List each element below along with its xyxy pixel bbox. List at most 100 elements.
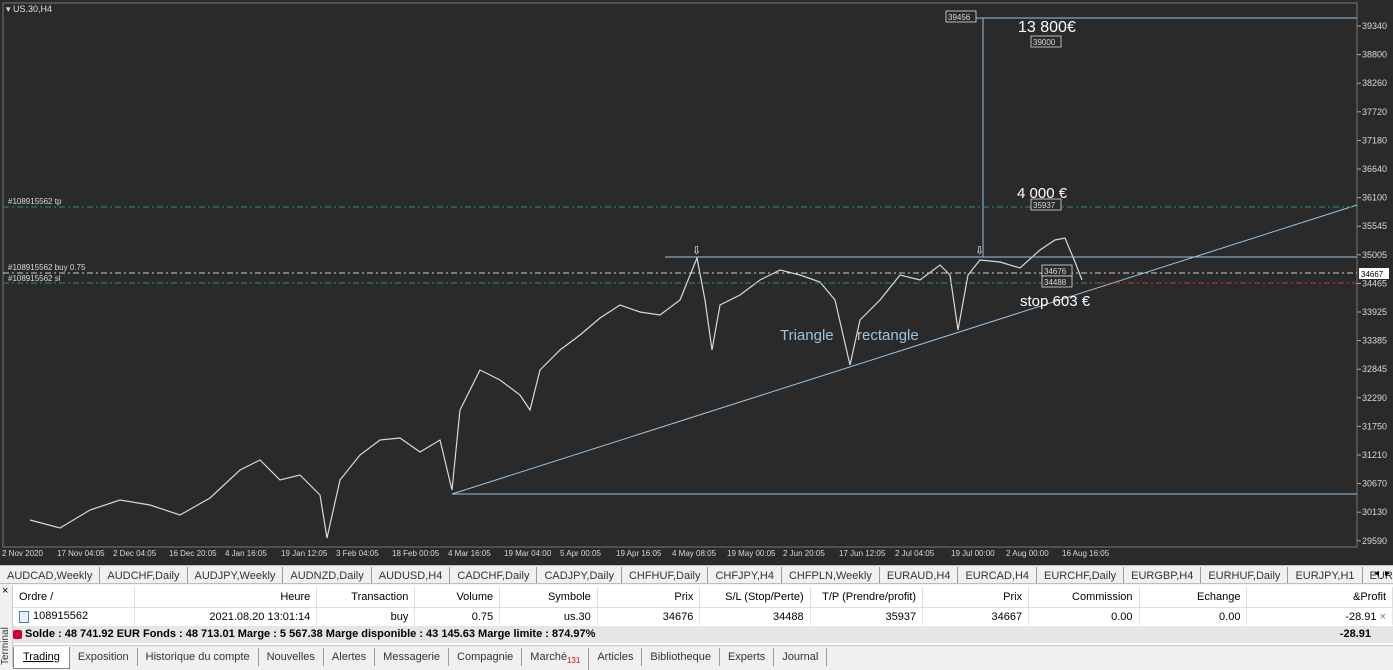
cell-echange: 0.00 [1139, 607, 1248, 625]
terminal-tab[interactable]: Historique du compte [138, 648, 259, 666]
target-price-label: 39000 [1033, 38, 1056, 47]
terminal-tab[interactable]: Articles [589, 648, 643, 666]
price-tick-label: 34465 [1362, 278, 1387, 288]
terminal-tab[interactable]: Bibliotheque [642, 648, 720, 666]
terminal-tab[interactable]: Experts [720, 648, 775, 666]
balance-icon [13, 629, 22, 639]
price-tick-label: 35005 [1362, 250, 1387, 260]
scroll-left-icon[interactable]: ◂ [1373, 568, 1379, 579]
symbol-tab[interactable]: CHFPLN,Weekly [782, 567, 880, 583]
price-tick-label: 32845 [1362, 364, 1387, 374]
price-tick-label: 31750 [1362, 421, 1387, 431]
column-header[interactable]: &Profit [1246, 587, 1393, 608]
table-header-row: Ordre / Heure Transaction Volume Symbole Prix… [13, 587, 1393, 608]
price-tick-label: 38800 [1362, 50, 1387, 60]
price-tick-label: 35545 [1362, 221, 1387, 231]
close-icon[interactable]: × [2, 585, 9, 597]
cell-heure: 2021.08.20 13:01:14 [134, 607, 318, 625]
symbol-tab[interactable]: CADJPY,Daily [537, 567, 622, 583]
price-tick-label: 37180 [1362, 135, 1387, 145]
price-tick-label: 33925 [1362, 307, 1387, 317]
column-header[interactable]: Prix [597, 587, 701, 608]
cell-profit: -28.91 × [1246, 607, 1393, 625]
terminal-tab[interactable]: Exposition [70, 648, 138, 666]
time-tick-label: 19 Mar 04:00 [504, 549, 552, 558]
symbol-tab[interactable]: EURNO [1363, 567, 1393, 583]
terminal-tabs: Trading Exposition Historique du compte Nou… [13, 645, 1393, 670]
price-tick-label: 38260 [1362, 78, 1387, 88]
terminal-tab[interactable]: Journal [774, 648, 828, 666]
terminal-tab[interactable]: Trading [13, 647, 70, 669]
chart-canvas: 39340 38800 38260 37720 37180 36640 36100 35545… [2, 2, 1389, 558]
symbol-tab[interactable]: CADCHF,Daily [450, 567, 538, 583]
close-order-icon[interactable]: × [1379, 610, 1386, 623]
symbol-tab[interactable]: EURAUD,H4 [880, 567, 959, 583]
symbol-tabs-list: AUDCAD,Weekly AUDCHF,Daily AUDJPY,Weekly AU… [0, 567, 1393, 583]
symbol-tab[interactable]: AUDJPY,Weekly [188, 567, 284, 583]
price-tick-label: 30670 [1362, 479, 1387, 489]
price-tick-label: 39340 [1362, 21, 1387, 31]
symbol-tabs-bar: AUDCAD,Weekly AUDCHF,Daily AUDJPY,Weekly AU… [0, 565, 1393, 584]
terminal-tab[interactable]: Nouvelles [259, 648, 324, 666]
time-tick-label: 19 Jul 00:00 [951, 549, 995, 558]
column-header[interactable]: Commission [1028, 587, 1140, 608]
column-header[interactable]: Transaction [316, 587, 416, 608]
price-chart[interactable]: 39340 38800 38260 37720 37180 36640 36100 35545… [0, 0, 1393, 565]
pattern-label-1: Triangle [780, 327, 834, 344]
column-header[interactable]: S/L (Stop/Perte) [699, 587, 811, 608]
symbol-tab[interactable]: CHFHUF,Daily [622, 567, 709, 583]
time-tick-label: 4 Jan 16:05 [225, 549, 267, 558]
price-tick-label: 36640 [1362, 164, 1387, 174]
column-header[interactable]: Symbole [499, 587, 598, 608]
column-header[interactable]: Heure [134, 587, 318, 608]
price-tick-label: 36100 [1362, 193, 1387, 203]
time-tick-label: 19 Apr 16:05 [616, 549, 662, 558]
tp-price-label: 35937 [1033, 201, 1056, 210]
symbol-tab[interactable]: AUDNZD,Daily [283, 567, 372, 583]
column-header[interactable]: Echange [1139, 587, 1248, 608]
time-tick-label: 17 Jun 12:05 [839, 549, 886, 558]
top-price-label-box [945, 10, 977, 23]
order-icon [19, 610, 29, 623]
symbol-tab[interactable]: AUDCHF,Daily [100, 567, 188, 583]
entry-price-label: 34676 [1044, 267, 1067, 276]
symbol-tab[interactable]: EURHUF,Daily [1201, 567, 1289, 583]
symbol-tab[interactable]: EURGBP,H4 [1124, 567, 1202, 583]
price-tick-label: 31210 [1362, 450, 1387, 460]
symbol-tab[interactable]: CHFJPY,H4 [708, 567, 782, 583]
time-tick-label: 16 Aug 16:05 [1062, 549, 1110, 558]
terminal-tab[interactable]: Messagerie [375, 648, 450, 666]
profit-value: -28.91 [1345, 610, 1377, 623]
time-tick-label: 4 May 08:05 [672, 549, 717, 558]
arrow-down-icon: ⇩ [692, 245, 701, 257]
symbol-tab[interactable]: EURJPY,H1 [1288, 567, 1363, 583]
column-header[interactable]: T/P (Prendre/profit) [810, 587, 924, 608]
cell-prix-actuel: 34667 [922, 607, 1030, 625]
ascending-trendline [451, 204, 1358, 495]
symbol-tab[interactable]: AUDCAD,Weekly [0, 567, 101, 583]
terminal-tab[interactable]: Marché131 [522, 648, 590, 670]
table-row[interactable]: 108915562 2021.08.20 13:01:14 buy 0.75 u… [13, 607, 1393, 625]
time-tick-label: 2 Jul 04:05 [895, 549, 935, 558]
column-header[interactable]: Volume [414, 587, 501, 608]
price-tick-label: 29590 [1362, 536, 1387, 546]
column-header[interactable]: Ordre / [13, 587, 135, 608]
column-header[interactable]: Prix [922, 587, 1030, 608]
time-tick-label: 16 Dec 20:05 [169, 549, 217, 558]
cell-tp: 35937 [810, 607, 924, 625]
time-tick-label: 2 Dec 04:05 [113, 549, 157, 558]
sl-price-label-box [1041, 275, 1073, 288]
time-tick-label: 2 Jun 20:05 [783, 549, 825, 558]
sl-line-label: #108915562 sl [8, 274, 61, 283]
terminal-tab[interactable]: Alertes [324, 648, 376, 666]
symbol-tab[interactable]: EURCAD,H4 [958, 567, 1038, 583]
stop-annotation: stop 603 € [1020, 293, 1091, 310]
terminal-tab[interactable]: Compagnie [449, 648, 523, 666]
price-tick-label: 32290 [1362, 393, 1387, 403]
time-tick-label: 19 Jan 12:05 [281, 549, 328, 558]
price-tick-label: 37720 [1362, 107, 1387, 117]
symbol-tab[interactable]: EURCHF,Daily [1037, 567, 1125, 583]
scroll-right-icon[interactable]: ▸ [1384, 568, 1390, 579]
symbol-tab[interactable]: AUDUSD,H4 [372, 567, 451, 583]
time-tick-label: 2 Aug 00:00 [1006, 549, 1049, 558]
